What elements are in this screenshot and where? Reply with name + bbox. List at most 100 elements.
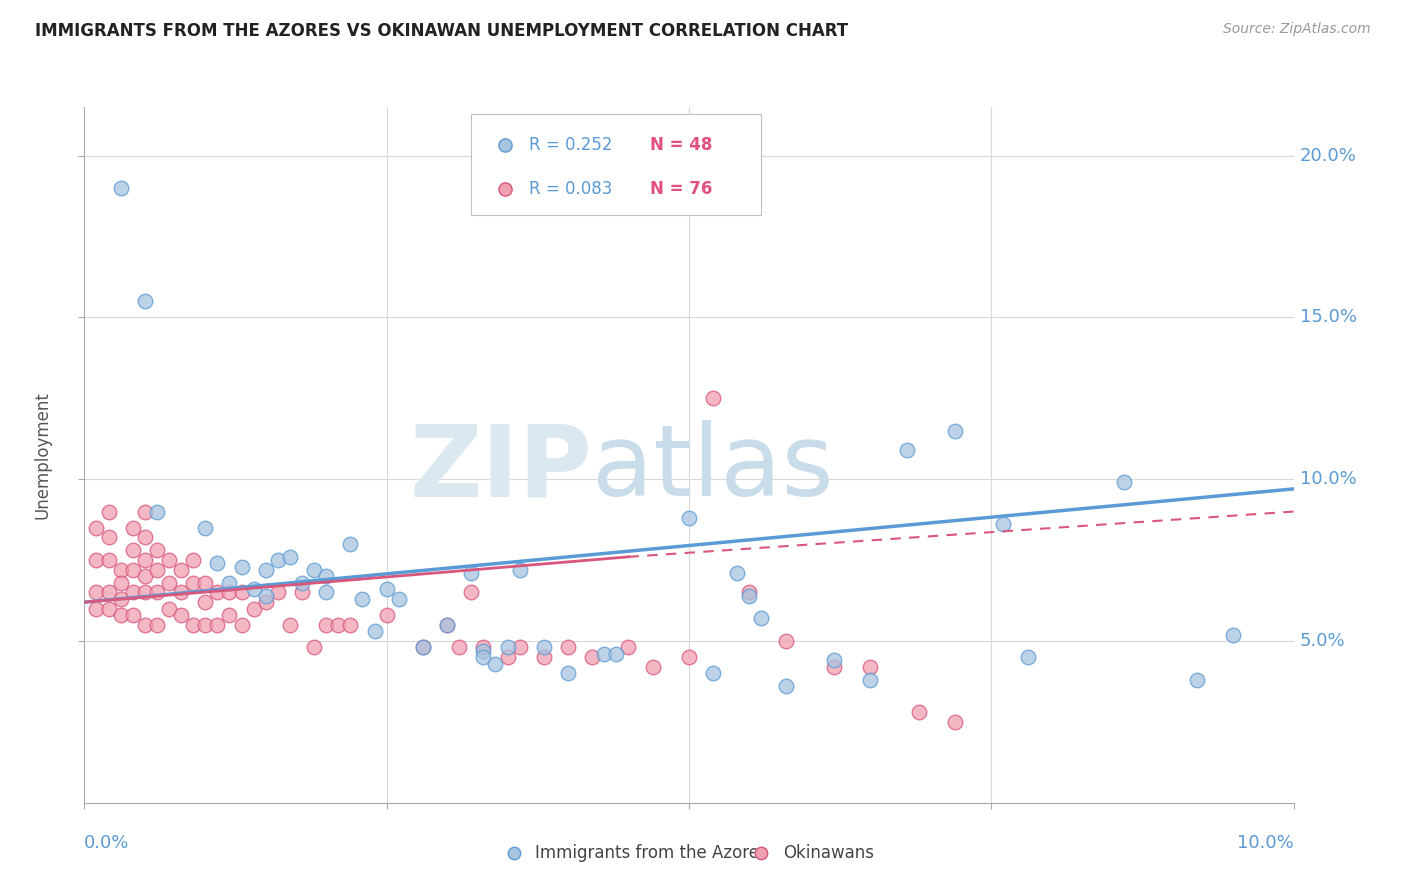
Text: N = 48: N = 48 <box>650 136 713 154</box>
Point <box>181 575 204 590</box>
Point <box>170 563 193 577</box>
Point <box>484 657 506 671</box>
Point <box>194 575 217 590</box>
Text: 5.0%: 5.0% <box>1299 632 1346 650</box>
Point <box>472 650 495 665</box>
Point <box>943 424 966 438</box>
Text: R = 0.083: R = 0.083 <box>529 180 613 198</box>
Point <box>363 624 385 639</box>
Point <box>859 660 882 674</box>
Point <box>278 617 301 632</box>
Text: IMMIGRANTS FROM THE AZORES VS OKINAWAN UNEMPLOYMENT CORRELATION CHART: IMMIGRANTS FROM THE AZORES VS OKINAWAN U… <box>35 22 848 40</box>
Point <box>993 517 1015 532</box>
Point <box>738 589 761 603</box>
Point <box>86 585 108 599</box>
Point <box>738 585 761 599</box>
Point <box>231 559 253 574</box>
Point <box>207 557 229 571</box>
Point <box>388 591 411 606</box>
Point <box>121 563 143 577</box>
Point <box>157 575 180 590</box>
Point <box>896 443 918 458</box>
Point <box>678 511 700 525</box>
Point <box>146 617 169 632</box>
Point <box>339 537 361 551</box>
Point <box>97 553 120 567</box>
Text: 10.0%: 10.0% <box>1237 834 1294 852</box>
Point <box>207 585 229 599</box>
Point <box>157 601 180 615</box>
Point <box>110 591 132 606</box>
Point <box>725 566 748 580</box>
Point <box>86 601 108 615</box>
Point <box>110 563 132 577</box>
Point <box>593 647 616 661</box>
Point <box>218 585 240 599</box>
Point <box>315 585 337 599</box>
Point <box>267 553 290 567</box>
Text: 10.0%: 10.0% <box>1299 470 1357 488</box>
Point <box>472 640 495 655</box>
Point <box>1114 475 1136 490</box>
Point <box>194 595 217 609</box>
Point <box>302 640 325 655</box>
Point <box>97 504 120 518</box>
Point <box>121 543 143 558</box>
Text: N = 76: N = 76 <box>650 180 713 198</box>
Point <box>751 611 773 625</box>
Point <box>496 640 519 655</box>
Point <box>702 392 724 406</box>
Point <box>181 617 204 632</box>
Point <box>146 543 169 558</box>
Text: Okinawans: Okinawans <box>783 844 875 862</box>
Point <box>194 521 217 535</box>
Point <box>509 563 531 577</box>
Point <box>775 679 797 693</box>
Text: 0.0%: 0.0% <box>84 834 129 852</box>
Point <box>641 660 664 674</box>
Point <box>823 653 845 667</box>
FancyBboxPatch shape <box>471 114 762 215</box>
Point <box>375 582 398 597</box>
Point <box>533 640 555 655</box>
Point <box>170 585 193 599</box>
Point <box>278 549 301 564</box>
Point <box>315 569 337 583</box>
Point <box>134 617 156 632</box>
Point <box>557 640 579 655</box>
Point <box>194 617 217 632</box>
Point <box>557 666 579 681</box>
Point <box>412 640 434 655</box>
Point <box>436 617 458 632</box>
Point <box>472 643 495 657</box>
Point <box>328 617 350 632</box>
Point <box>291 575 314 590</box>
Point <box>121 608 143 623</box>
Point <box>460 585 482 599</box>
Point <box>509 640 531 655</box>
Point <box>170 608 193 623</box>
Text: ZIP: ZIP <box>409 420 592 517</box>
Point <box>352 591 374 606</box>
Text: atlas: atlas <box>592 420 834 517</box>
Point <box>775 634 797 648</box>
Point <box>181 553 204 567</box>
Point <box>134 569 156 583</box>
Point <box>449 640 471 655</box>
Point <box>146 504 169 518</box>
Point <box>823 660 845 674</box>
Point <box>581 650 603 665</box>
Text: Unemployment: Unemployment <box>32 391 51 519</box>
Point <box>86 521 108 535</box>
Point <box>97 531 120 545</box>
Point <box>315 617 337 632</box>
Point <box>218 575 240 590</box>
Point <box>134 294 156 309</box>
Text: 20.0%: 20.0% <box>1299 146 1357 165</box>
Point <box>121 521 143 535</box>
Point <box>121 585 143 599</box>
Point <box>254 563 277 577</box>
Point <box>943 714 966 729</box>
Text: Immigrants from the Azores: Immigrants from the Azores <box>536 844 768 862</box>
Point <box>134 553 156 567</box>
